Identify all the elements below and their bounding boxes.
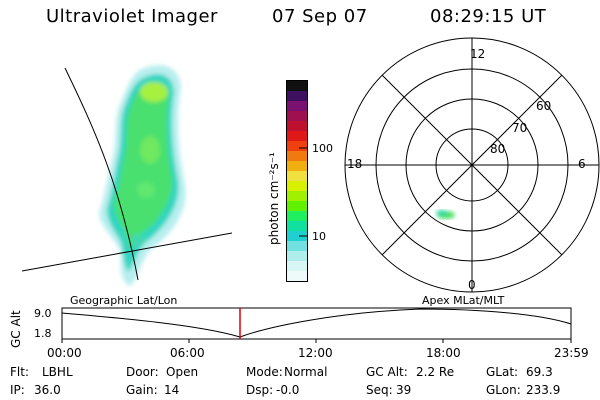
status-value: 233.9 bbox=[526, 383, 561, 397]
colorbar-segment bbox=[287, 141, 307, 151]
orbit-ylabel: GC Alt bbox=[9, 310, 23, 348]
status-key: Dsp: bbox=[246, 383, 274, 397]
status-value: 39 bbox=[396, 383, 412, 397]
mlat-label-80: 80 bbox=[490, 142, 506, 156]
orbit-plot-frame bbox=[61, 307, 572, 340]
colorbar-segment bbox=[287, 171, 307, 181]
status-value: 2.2 Re bbox=[416, 365, 455, 379]
status-key: Seq: bbox=[366, 383, 393, 397]
mlat-label-70: 70 bbox=[512, 121, 528, 135]
mlt-label-18: 18 bbox=[347, 157, 363, 171]
status-key: GLat: bbox=[486, 365, 519, 379]
colorbar-segment bbox=[287, 221, 307, 231]
colorbar-segment bbox=[287, 121, 307, 131]
status-key: GLon: bbox=[486, 383, 521, 397]
auroral-emission bbox=[99, 65, 186, 286]
colorbar-segment bbox=[287, 161, 307, 171]
status-value: LBHL bbox=[42, 365, 73, 379]
status-value: Normal bbox=[284, 365, 328, 379]
orbit-xtick-1800: 18:00 bbox=[426, 346, 461, 360]
orbit-xtick-1200: 12:00 bbox=[298, 346, 333, 360]
mlt-label-12: 12 bbox=[470, 47, 486, 61]
colorbar-segment bbox=[287, 271, 307, 281]
orbit-ytick-9: 9.0 bbox=[34, 307, 52, 320]
status-key: GC Alt: bbox=[366, 365, 408, 379]
colorbar-segment bbox=[287, 81, 307, 91]
geographic-grid-line bbox=[21, 232, 233, 272]
mlat-label-60: 60 bbox=[536, 99, 552, 113]
polar-diagonal-2 bbox=[381, 74, 563, 256]
status-value: 14 bbox=[164, 383, 180, 397]
observation-date: 07 Sep 07 bbox=[272, 6, 368, 27]
status-key: Mode: bbox=[246, 365, 283, 379]
colorbar-segment bbox=[287, 111, 307, 121]
orbit-ytick-1-8: 1.8 bbox=[34, 327, 52, 340]
colorbar-segment bbox=[287, 261, 307, 271]
colorbar-segment bbox=[287, 201, 307, 211]
orbit-xtick-2359: 23:59 bbox=[554, 346, 589, 360]
status-value: Open bbox=[166, 365, 199, 379]
altitude-curve bbox=[61, 308, 572, 338]
colorbar-segment bbox=[287, 241, 307, 251]
status-key: Gain: bbox=[126, 383, 158, 397]
mlt-label-6: 6 bbox=[578, 157, 586, 171]
colorbar-segment bbox=[287, 211, 307, 221]
colorbar-segment bbox=[287, 191, 307, 201]
colorbar-segment bbox=[287, 151, 307, 161]
status-value: 69.3 bbox=[526, 365, 553, 379]
colorbar-segment bbox=[287, 181, 307, 191]
earth-limb-line bbox=[64, 67, 139, 281]
status-key: Flt: bbox=[10, 365, 29, 379]
colorbar-tick-100: 100 bbox=[312, 142, 333, 155]
geographic-panel-label: Geographic Lat/Lon bbox=[70, 294, 178, 307]
colorbar-segment bbox=[287, 251, 307, 261]
observation-time: 08:29:15 UT bbox=[430, 6, 547, 27]
colorbar-segment bbox=[287, 231, 307, 241]
mlt-label-0: 0 bbox=[468, 278, 476, 292]
colorbar-tick-10: 10 bbox=[312, 230, 326, 243]
color-scale-bar bbox=[286, 80, 308, 282]
polar-panel-label: Apex MLat/MLT bbox=[422, 294, 505, 307]
colorbar-segment bbox=[287, 91, 307, 101]
colorbar-segment bbox=[287, 131, 307, 141]
colorbar-segment bbox=[287, 101, 307, 111]
polar-emission bbox=[436, 210, 455, 219]
status-value: -0.0 bbox=[276, 383, 300, 397]
orbit-xtick-0600: 06:00 bbox=[170, 346, 205, 360]
orbit-xtick-0000: 00:00 bbox=[47, 346, 82, 360]
status-value: 36.0 bbox=[34, 383, 61, 397]
instrument-title: Ultraviolet Imager bbox=[46, 6, 218, 27]
status-key: Door: bbox=[126, 365, 159, 379]
status-key: IP: bbox=[10, 383, 25, 397]
